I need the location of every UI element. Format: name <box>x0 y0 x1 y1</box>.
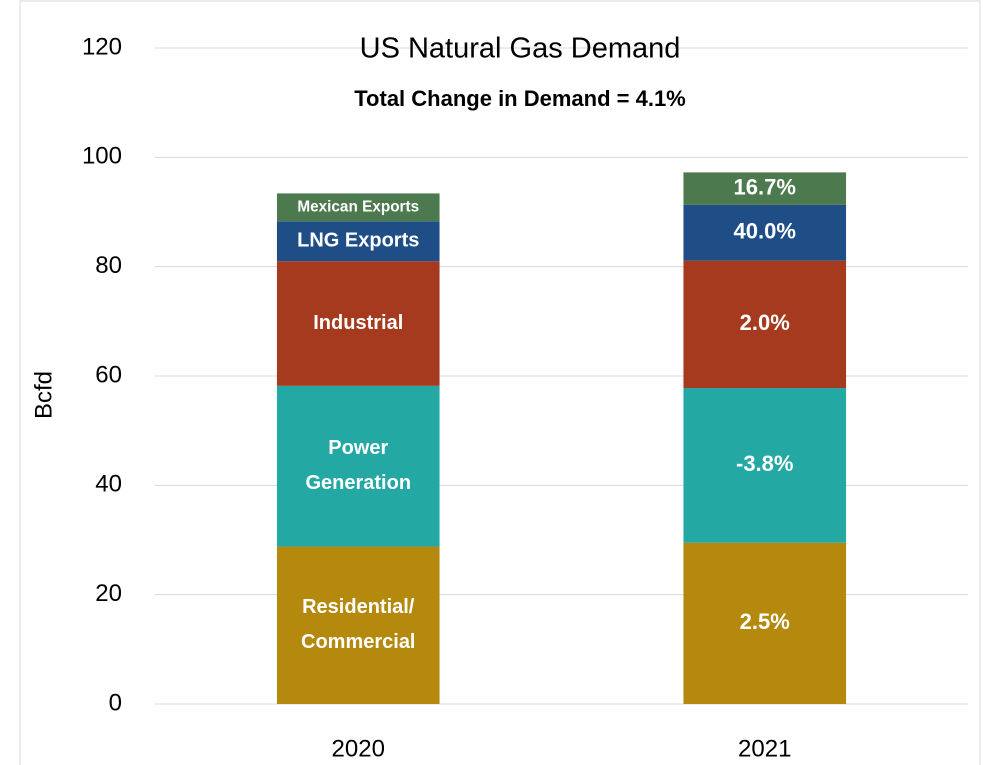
y-tick-label: 20 <box>95 580 122 607</box>
chart-title: US Natural Gas Demand <box>360 33 681 65</box>
segment-label: Power <box>328 437 388 459</box>
bar-segment <box>683 172 847 205</box>
change-label: 2.5% <box>740 609 790 634</box>
segment-label: Generation <box>305 472 411 494</box>
x-tick-label: 2021 <box>738 735 791 762</box>
y-axis-label: Bcfd <box>30 371 57 419</box>
chart-frame <box>19 0 981 765</box>
y-tick-label: 0 <box>109 689 122 716</box>
bar-segment <box>276 221 440 262</box>
y-tick-label: 40 <box>95 471 122 498</box>
bar-segment <box>683 388 847 543</box>
bar-segment <box>276 546 440 704</box>
segment-label: Mexican Exports <box>297 198 419 215</box>
segment-label: Industrial <box>313 312 403 334</box>
bar-segment <box>683 204 847 261</box>
y-tick-label: 60 <box>95 361 122 388</box>
y-tick-label: 100 <box>82 143 122 170</box>
segment-label: Residential/ <box>302 596 415 618</box>
segment-label: LNG Exports <box>297 230 419 252</box>
bar-segment <box>683 542 847 704</box>
segment-label: Commercial <box>301 631 416 653</box>
x-tick-label: 2020 <box>332 735 385 762</box>
bar-segment <box>276 261 440 386</box>
change-label: 16.7% <box>734 174 796 199</box>
chart-subtitle: Total Change in Demand = 4.1% <box>354 86 686 111</box>
bar-segment <box>276 385 440 547</box>
change-label: 2.0% <box>740 310 790 335</box>
y-tick-label: 80 <box>95 252 122 279</box>
change-label: -3.8% <box>736 451 793 476</box>
change-label: 40.0% <box>734 219 796 244</box>
bar-segment <box>276 193 440 222</box>
bar-segment <box>683 260 847 389</box>
y-tick-label: 120 <box>82 33 122 60</box>
